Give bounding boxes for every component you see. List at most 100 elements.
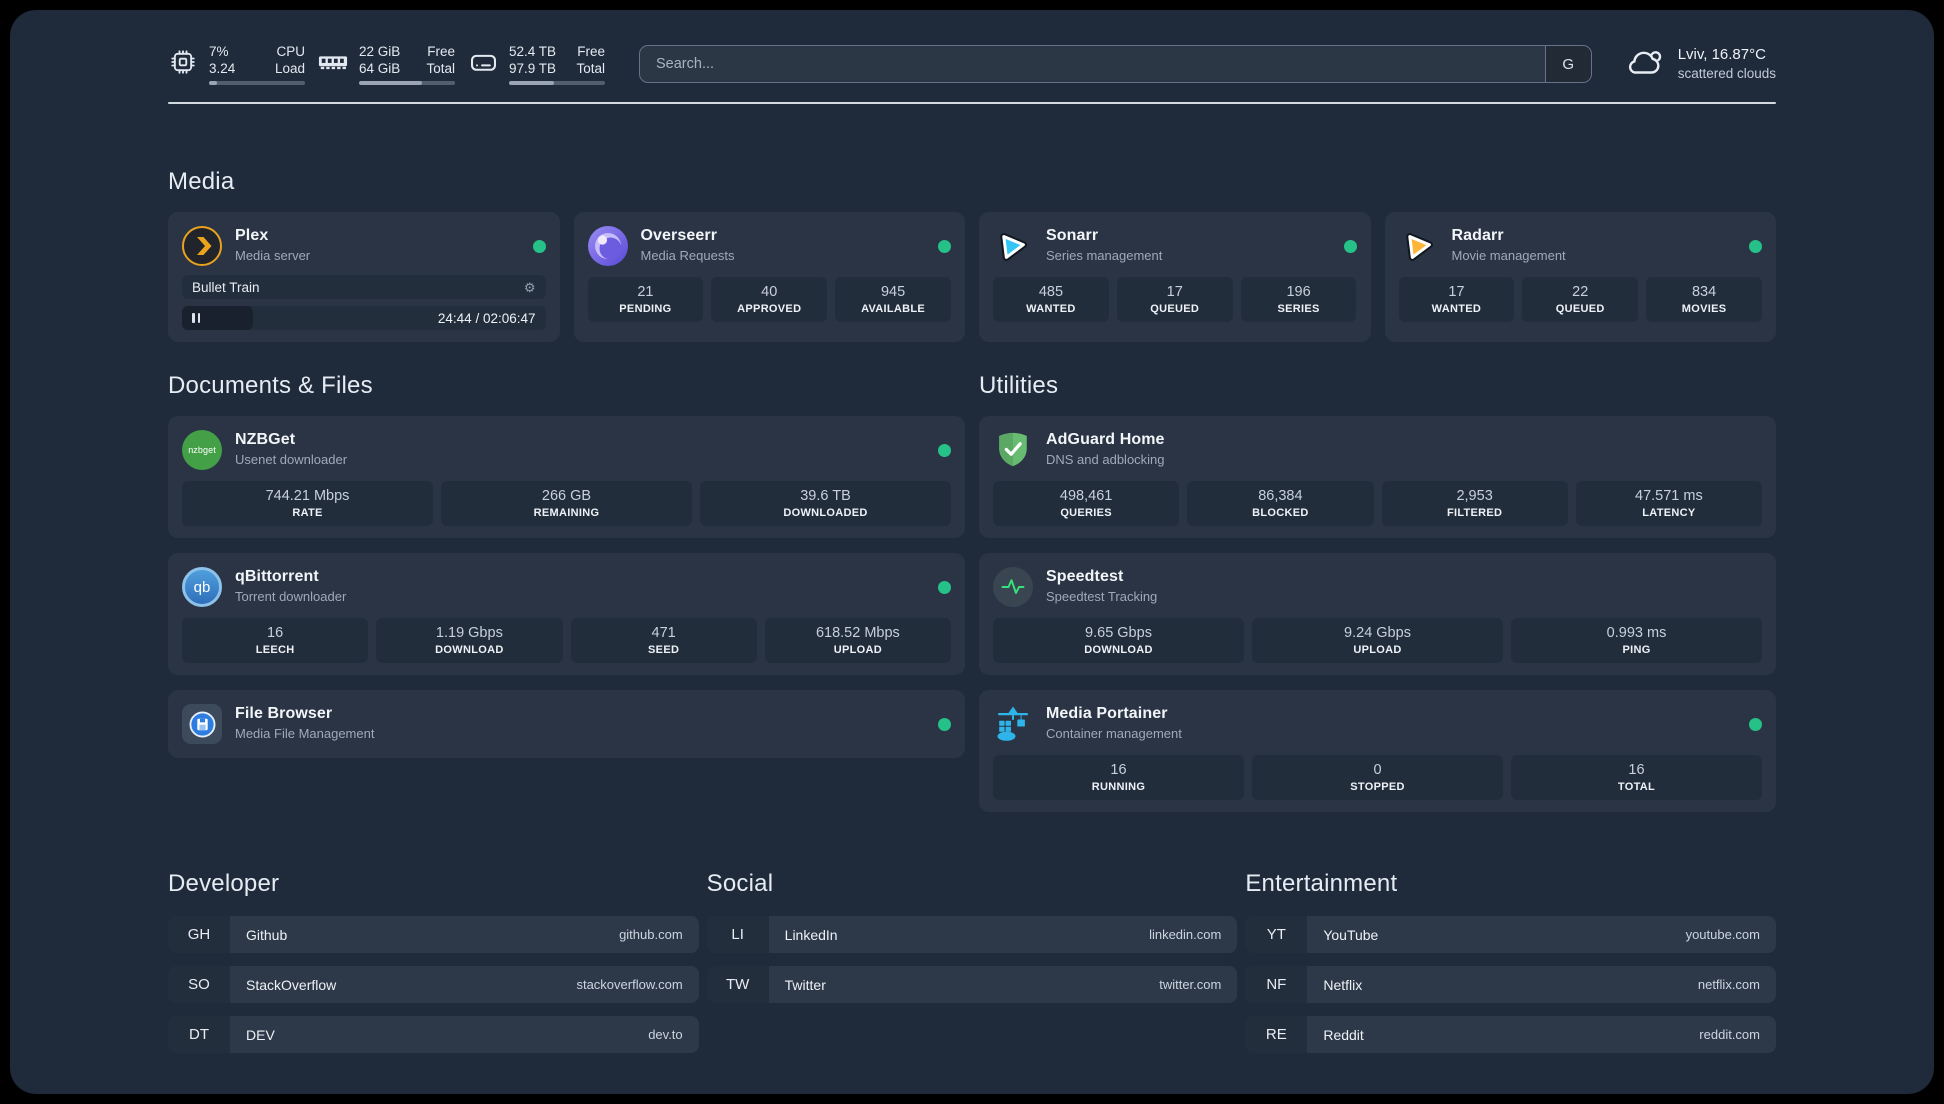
section-title-social: Social [706, 870, 774, 897]
bookmark-youtube[interactable]: YT YouTube youtube.com [1245, 916, 1776, 953]
adguard-icon [993, 430, 1033, 470]
service-subtitle: Torrent downloader [235, 589, 347, 604]
service-title: AdGuard Home [1046, 431, 1165, 448]
cpu-load-value: 3.24 [209, 61, 236, 76]
cpu-usage-value: 7% [209, 44, 229, 59]
stat-rate: 744.21 Mbps RATE [182, 481, 433, 526]
service-card-overseerr[interactable]: Overseerr Media Requests 21 PENDING 40 A… [573, 212, 965, 342]
service-card-nzbget[interactable]: nzbget NZBGet Usenet downloader 744.21 M… [168, 416, 965, 538]
stat-stopped: 0 STOPPED [1252, 755, 1503, 800]
sonarr-icon [993, 226, 1033, 266]
bookmark-twitter[interactable]: TW Twitter twitter.com [706, 966, 1238, 1003]
bookmark-abbr: GH [168, 916, 230, 953]
bookmark-abbr: DT [168, 1016, 230, 1053]
status-dot [532, 239, 546, 253]
memory-free-value: 22 GiB [359, 44, 401, 59]
bookmark-abbr: SO [168, 966, 230, 1003]
disk-progress-bar [509, 81, 605, 85]
disk-free-label: Free [577, 44, 605, 59]
memory-total-value: 64 GiB [359, 61, 401, 76]
cpu-widget: 7% 3.24 CPU Load [168, 43, 305, 85]
bookmark-abbr: LI [706, 916, 769, 953]
service-card-speedtest[interactable]: Speedtest Speedtest Tracking 9.65 Gbps D… [979, 553, 1776, 675]
weather-widget: Lviv, 16.87°C scattered clouds [1624, 44, 1776, 85]
service-title: Overseerr [640, 227, 718, 244]
bookmark-url: linkedin.com [1149, 927, 1222, 942]
plex-now-playing-row: Bullet Train ⚙ [182, 275, 546, 299]
stat-wanted: 17 WANTED [1398, 277, 1515, 322]
cpu-icon [168, 48, 198, 76]
nzbget-icon: nzbget [182, 430, 222, 470]
bookmark-stackoverflow[interactable]: SO StackOverflow stackoverflow.com [168, 966, 699, 1003]
status-dot [1749, 239, 1762, 253]
service-subtitle: Usenet downloader [235, 452, 348, 467]
service-title: Media Portainer [1046, 705, 1168, 722]
bookmark-linkedin[interactable]: LI LinkedIn linkedin.com [706, 916, 1238, 953]
section-utilities: Utilities AdGuard Home [979, 372, 1776, 812]
section-media: Media Plex Media server [168, 168, 1776, 342]
stat-upload: 9.24 Gbps UPLOAD [1252, 618, 1503, 663]
stat-download: 9.65 Gbps DOWNLOAD [993, 618, 1244, 663]
stat-blocked: 86,384 BLOCKED [1187, 481, 1374, 526]
bookmark-netflix[interactable]: NF Netflix netflix.com [1245, 966, 1776, 1003]
bookmark-name: Netflix [1323, 976, 1363, 993]
service-card-portainer[interactable]: Media Portainer Container management 16 … [979, 690, 1776, 812]
service-card-plex[interactable]: Plex Media server Bullet Train ⚙ 24:44 /… [168, 212, 560, 342]
search-engine-button[interactable]: G [1544, 46, 1591, 82]
stat-remaining: 266 GB REMAINING [441, 481, 692, 526]
section-documents: Documents & Files nzbget NZBGet Usenet d… [168, 372, 965, 812]
stat-upload: 618.52 Mbps UPLOAD [764, 618, 951, 663]
bookmark-name: StackOverflow [246, 976, 337, 993]
bookmark-dev[interactable]: DT DEV dev.to [168, 1016, 699, 1053]
memory-widget: 22 GiB 64 GiB Free Total [318, 43, 455, 85]
stat-queries: 498,461 QUERIES [993, 481, 1180, 526]
service-title: qBittorrent [235, 568, 319, 585]
service-card-radarr[interactable]: Radarr Movie management 17 WANTED 22 QUE… [1384, 212, 1776, 342]
search-input[interactable] [640, 46, 1545, 82]
service-card-sonarr[interactable]: Sonarr Series management 485 WANTED 17 Q… [979, 212, 1371, 342]
filebrowser-icon [182, 704, 222, 744]
service-title: Sonarr [1046, 227, 1099, 244]
playback-time: 24:44 / 02:06:47 [437, 310, 536, 326]
service-title: Speedtest [1046, 568, 1124, 585]
service-title: NZBGet [235, 431, 296, 448]
stat-series: 196 SERIES [1240, 277, 1357, 322]
stat-wanted: 485 WANTED [993, 277, 1109, 322]
stat-queued: 17 QUEUED [1116, 277, 1233, 322]
status-dot [938, 580, 951, 594]
plex-playback-row: 24:44 / 02:06:47 [182, 306, 546, 330]
stat-movies: 834 MOVIES [1646, 277, 1762, 322]
service-subtitle: Speedtest Tracking [1046, 589, 1158, 604]
bookmark-url: github.com [619, 927, 683, 942]
media-settings-icon: ⚙ [523, 279, 536, 295]
section-title-utilities: Utilities [979, 372, 1059, 399]
bookmark-abbr: TW [706, 966, 769, 1003]
qbittorrent-icon: qb [182, 567, 222, 607]
stat-pending: 21 PENDING [587, 277, 704, 322]
stat-queued: 22 QUEUED [1522, 277, 1639, 322]
bookmark-github[interactable]: GH Github github.com [168, 916, 699, 953]
service-card-adguard[interactable]: AdGuard Home DNS and adblocking 498,461 … [979, 416, 1776, 538]
service-title: File Browser [235, 705, 333, 722]
section-title-entertainment: Entertainment [1245, 870, 1398, 897]
bookmark-url: twitter.com [1159, 977, 1222, 992]
bookmark-name: LinkedIn [784, 926, 838, 943]
service-title: Radarr [1451, 227, 1504, 244]
service-card-filebrowser[interactable]: File Browser Media File Management [168, 690, 965, 758]
speedtest-icon [993, 567, 1033, 607]
cloud-icon [1624, 44, 1666, 85]
bookmark-reddit[interactable]: RE Reddit reddit.com [1245, 1016, 1776, 1053]
pause-icon [192, 313, 200, 323]
cpu-load-label: Load [274, 61, 305, 76]
stat-ping: 0.993 ms PING [1511, 618, 1762, 663]
overseerr-icon [587, 226, 628, 266]
topbar: 7% 3.24 CPU Load [168, 10, 1776, 92]
service-title: Plex [235, 227, 269, 244]
topbar-divider [168, 102, 1776, 104]
service-card-qbittorrent[interactable]: qb qBittorrent Torrent downloader 16 LEE… [168, 553, 965, 675]
status-dot [1749, 717, 1762, 731]
radarr-icon [1399, 226, 1439, 266]
memory-progress-bar [359, 81, 455, 85]
stat-latency: 47.571 ms LATENCY [1575, 481, 1762, 526]
bookmark-name: Github [246, 926, 288, 943]
